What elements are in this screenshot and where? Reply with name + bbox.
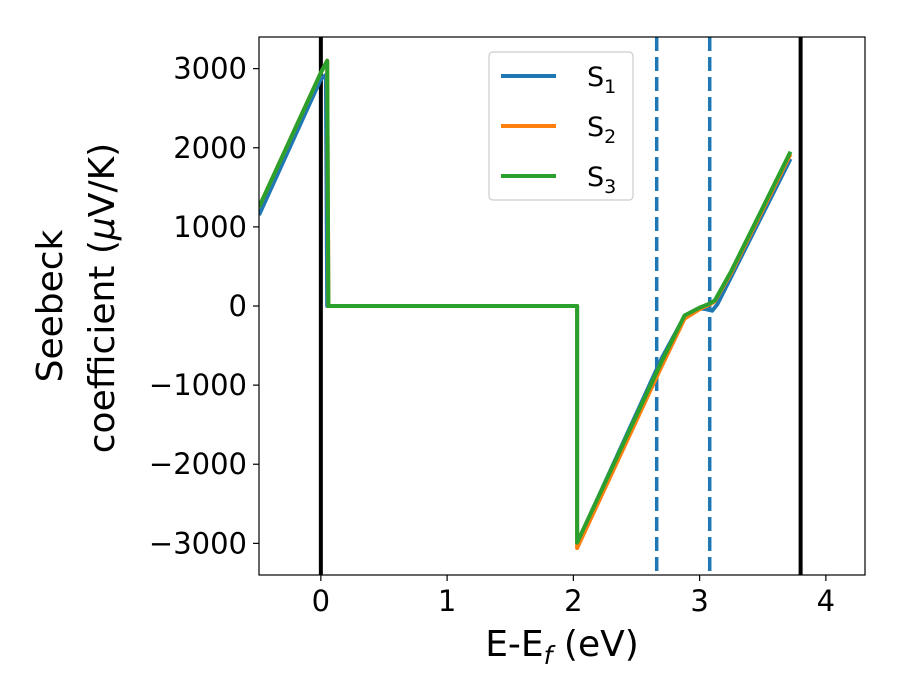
legend-label-s3: S3	[587, 162, 616, 198]
y-tick-label: 0	[229, 289, 247, 323]
svg-text:coefficient (μV/K): coefficient (μV/K)	[82, 143, 123, 453]
y-tick-label: −3000	[149, 526, 247, 560]
legend: S1 S2 S3	[488, 51, 634, 201]
y-axis-ticks: 3000 2000 1000 0 −1000 −2000 −3000	[149, 52, 259, 560]
y-tick-label: −1000	[149, 368, 247, 402]
x-tick-label: 0	[312, 584, 330, 618]
svg-text:Seebeck: Seebeck	[30, 229, 71, 382]
y-tick-label: 1000	[173, 210, 247, 244]
legend-label-s1: S1	[587, 62, 616, 98]
y-tick-label: 2000	[173, 131, 247, 165]
x-tick-label: 1	[438, 584, 456, 618]
legend-label-s2: S2	[587, 112, 616, 148]
x-axis-label: E-Ef (eV)	[485, 624, 639, 670]
series-line-s3	[259, 58, 793, 545]
y-tick-label: −2000	[149, 447, 247, 481]
x-tick-label: 4	[817, 584, 835, 618]
y-tick-label: 3000	[173, 52, 247, 86]
x-axis-ticks: 0 1 2 3 4	[312, 575, 835, 618]
plot-area	[259, 37, 803, 575]
legend-box	[488, 51, 634, 201]
x-tick-label: 3	[690, 584, 708, 618]
y-axis-label: Seebeck coefficient (μV/K)	[30, 143, 123, 453]
x-tick-label: 2	[564, 584, 582, 618]
